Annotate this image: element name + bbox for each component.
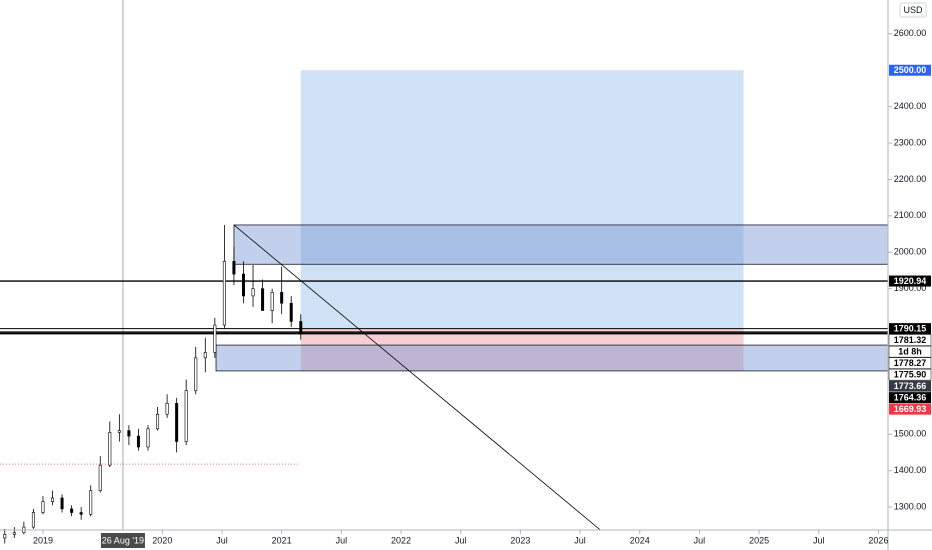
candle-body (251, 288, 255, 297)
zone (300, 70, 744, 329)
price-tag (889, 392, 931, 404)
candle-body (241, 273, 245, 297)
zone (300, 328, 744, 371)
candle-body (70, 508, 74, 513)
candle-body (222, 261, 226, 326)
candle-body (289, 302, 293, 322)
plot (0, 0, 889, 544)
price-tag (889, 323, 931, 335)
price-tag-label: 1781.32 (894, 335, 927, 345)
x-tick-label: 2021 (272, 535, 292, 545)
price-tag (888, 334, 932, 346)
crosshair-tag (100, 533, 145, 548)
candle-body (127, 430, 131, 437)
x-tick-label: 2024 (630, 535, 650, 545)
candle-body (194, 357, 198, 391)
candle-body (60, 497, 64, 510)
candle-body (51, 497, 55, 502)
candle-body (3, 534, 7, 539)
price-tag (888, 368, 932, 381)
x-tick-label: 2026 (868, 535, 888, 545)
price-tag-label: 1d 8h (898, 347, 922, 357)
x-tick-label: Jul (216, 535, 228, 545)
candle-body (184, 390, 188, 442)
x-tick-label: 2020 (152, 535, 172, 545)
price-tag-label: 1773.66 (894, 381, 927, 391)
x-tick-label: Jul (813, 535, 825, 545)
price-tag (889, 380, 931, 392)
y-tick-label: 1900.00 (894, 283, 927, 293)
candle-body (146, 428, 150, 448)
y-tick-label: 2600.00 (894, 28, 927, 38)
candle-body (175, 403, 179, 442)
candle-body (203, 352, 207, 359)
candle-body (98, 464, 102, 491)
price-tag-label: 1920.94 (894, 276, 927, 286)
candle-body (261, 288, 265, 311)
price-tag-label: 1775.90 (894, 370, 927, 380)
price-tag-label: 1790.15 (894, 324, 927, 334)
candle-body (117, 430, 121, 433)
candle-body (280, 292, 284, 304)
x-tick-label: Jul (694, 535, 706, 545)
price-tag-label: 1778.27 (894, 358, 927, 368)
y-tick-label: 2400.00 (894, 101, 927, 111)
price-tag (889, 64, 931, 76)
x-tick-label: 2025 (749, 535, 769, 545)
x-tick-label: 2023 (510, 535, 530, 545)
candle-body (299, 321, 303, 335)
y-tick-label: 2200.00 (894, 174, 927, 184)
currency-box[interactable] (899, 2, 927, 18)
x-tick-label: 2022 (391, 535, 411, 545)
zone (233, 224, 889, 265)
candle-body (213, 324, 217, 353)
candle-body (156, 413, 160, 430)
candle-body (89, 490, 93, 515)
price-tag (889, 403, 931, 415)
candle-body (41, 501, 45, 513)
y-tick-label: 1400.00 (894, 465, 927, 475)
candle-body (136, 435, 140, 448)
candle-body (270, 292, 274, 311)
x-tick-label: 2019 (33, 535, 53, 545)
trendline (233, 224, 601, 531)
zone (215, 344, 889, 372)
candle-body (79, 512, 83, 515)
y-tick-label: 2000.00 (894, 247, 927, 257)
axes: 1300.00 1400.00 1500.00 1900.00 2000.00 2100.… (33, 28, 932, 548)
price-tag (889, 275, 931, 287)
candle-body (12, 532, 16, 535)
y-tick-label: 1500.00 (894, 429, 927, 439)
y-tick-label: 2300.00 (894, 137, 927, 147)
candle-body (165, 403, 169, 415)
candle-body (31, 512, 35, 528)
price-tag-label: 2500.00 (894, 65, 927, 75)
y-tick-label: 2100.00 (894, 210, 927, 220)
x-tick-label: Jul (574, 535, 586, 545)
candle-body (232, 261, 236, 275)
price-tag-label: 1669.93 (894, 404, 927, 414)
price-tag-label: 1764.36 (894, 393, 927, 403)
crosshair-label: 26 Aug '19 (102, 535, 144, 545)
candle-body (108, 432, 112, 466)
price-tag (888, 345, 932, 358)
currency[interactable]: USD (903, 5, 923, 15)
y-tick-label: 1300.00 (894, 501, 927, 511)
x-tick-label: Jul (455, 535, 467, 545)
x-tick-label: Jul (336, 535, 348, 545)
price-tag (888, 357, 932, 369)
